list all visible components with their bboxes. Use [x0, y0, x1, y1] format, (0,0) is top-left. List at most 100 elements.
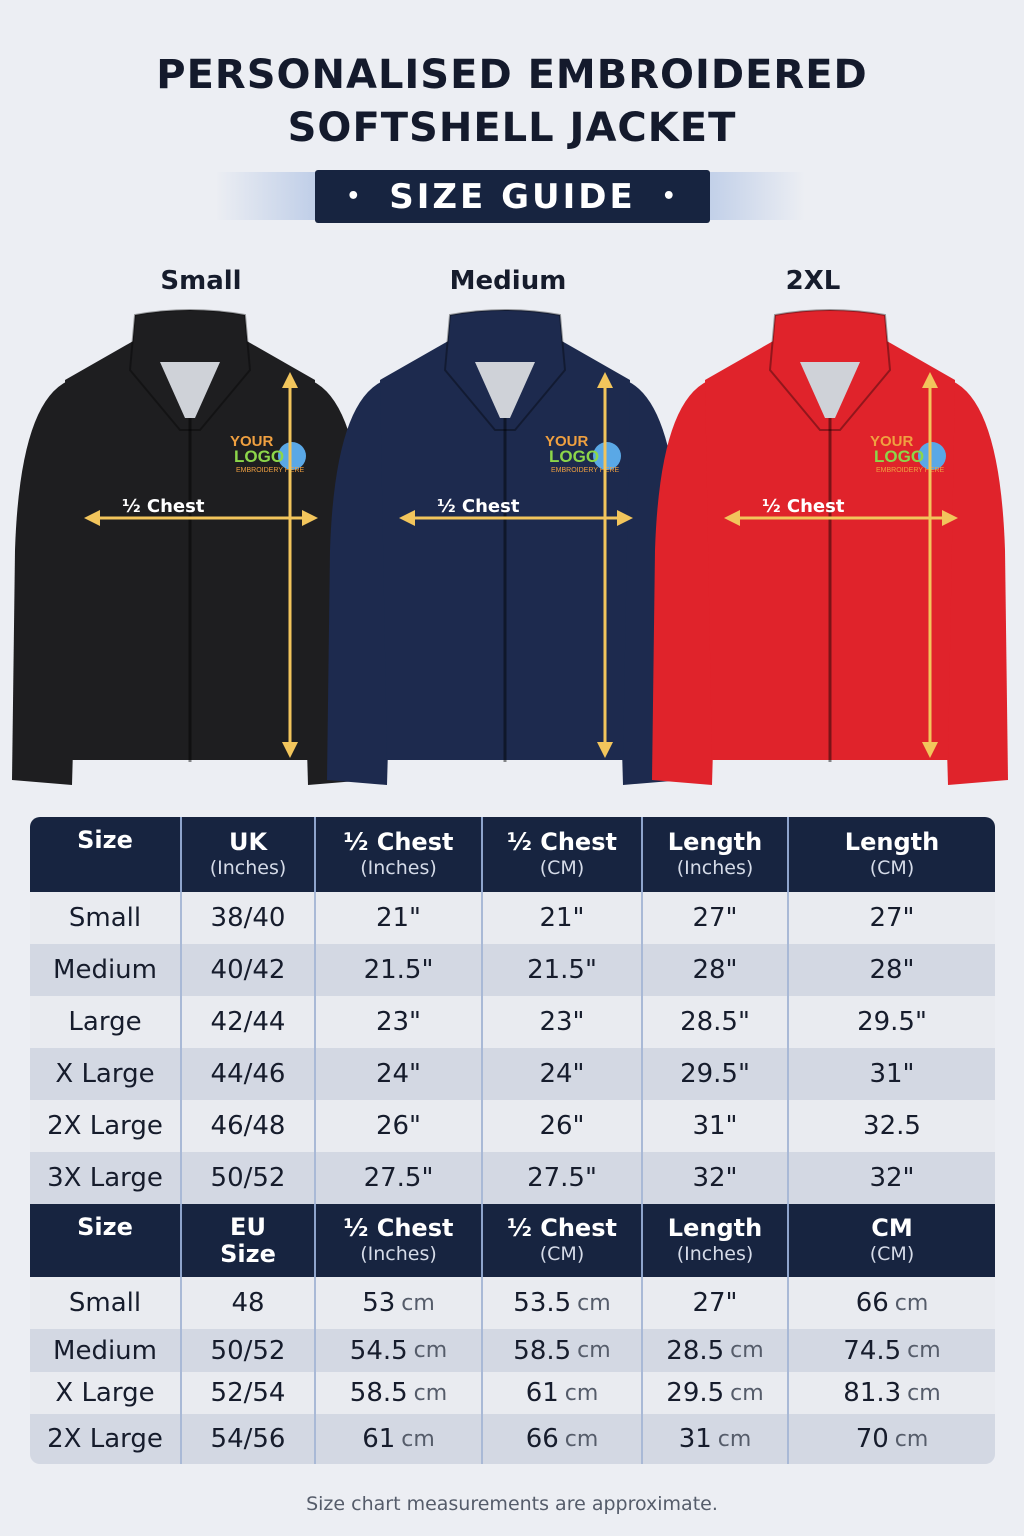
dot: • — [346, 184, 364, 209]
cell-value: 28.5 — [666, 1335, 725, 1366]
table-cell: 61 cm — [483, 1372, 643, 1414]
header-cell: CM (CM) — [789, 1204, 995, 1277]
table-cell: 50/52 — [182, 1329, 316, 1372]
table-cell: X Large — [30, 1372, 182, 1414]
table-cell: 38/40 — [182, 892, 316, 944]
header-cell: ½ Chest (CM) — [483, 1204, 643, 1277]
table-cell: 28.5 cm — [643, 1329, 789, 1372]
logo-logo: LOGO — [549, 447, 599, 466]
cell-value: 53 — [362, 1288, 396, 1318]
logo-your: YOUR — [230, 433, 274, 450]
logo-your: YOUR — [870, 433, 914, 450]
table-cell: Medium — [30, 944, 182, 996]
header-cell: Size — [30, 1204, 182, 1277]
cell-unit: cm — [730, 1380, 764, 1406]
header-cell: ½ Chest (Inches) — [316, 817, 483, 892]
table-cell: 27.5" — [483, 1152, 643, 1204]
table-cell: 31" — [643, 1100, 789, 1152]
header-main: ½ Chest — [507, 1214, 617, 1242]
table-header-row: Size EU Size ½ Chest (Inches) ½ Chest (CM) Leng… — [30, 1204, 995, 1277]
header-main: CM — [871, 1214, 913, 1242]
cell-value: 58.5 — [513, 1335, 572, 1366]
table-cell: 24" — [483, 1048, 643, 1100]
logo-circle — [278, 442, 306, 470]
header-main: ½ Chest — [343, 828, 454, 856]
table-cell: 28" — [869, 955, 915, 985]
jacket-body — [705, 340, 955, 760]
table-cell: 58.5 cm — [316, 1372, 483, 1414]
cell-value: 50/52 — [210, 1335, 286, 1366]
cell-unit: cm — [577, 1338, 611, 1363]
cell-value: 54/56 — [210, 1424, 286, 1454]
table-cell: 32.5 — [863, 1111, 921, 1141]
table-cell: 29.5" — [643, 1048, 789, 1100]
footer-note: Size chart measurements are approximate. — [306, 1493, 718, 1515]
cell-value: 81.3 — [843, 1378, 902, 1408]
table-cell: Medium — [30, 1329, 182, 1372]
title-line-2: SOFTSHELL JACKET — [287, 105, 737, 151]
table-cell: 74.5 cm — [789, 1329, 995, 1372]
table-cell: 21.5" — [483, 944, 643, 996]
table-cell: 21" — [483, 892, 643, 944]
cell-unit: cm — [894, 1426, 929, 1452]
sleeve-right — [940, 380, 1008, 785]
logo-logo: LOGO — [234, 447, 284, 466]
size-guide-banner: • SIZE GUIDE • — [315, 170, 710, 223]
cell-value: 31 — [678, 1424, 712, 1454]
header-main: ½ Chest — [507, 828, 617, 856]
table-cell: 2X Large — [30, 1414, 182, 1464]
logo-logo: LOGO — [874, 447, 924, 466]
table-cell: 54/56 — [182, 1414, 316, 1464]
cell-value: 70 — [855, 1424, 889, 1454]
cell-value: 58.5 — [349, 1378, 408, 1408]
table-row: Medium 50/52 54.5 cm 58.5 cm 28.5 cm 74.5 cm — [30, 1329, 995, 1372]
jacket-body — [380, 340, 630, 760]
header-cell: Length (Inches) — [643, 817, 789, 892]
cell-unit: cm — [730, 1338, 764, 1363]
header-sub: (CM) — [869, 857, 915, 879]
table-row: 2X Large 54/56 61 cm 66 cm 31 cm 70 cm — [30, 1414, 995, 1464]
table-cell: 31" — [869, 1059, 915, 1089]
header-cell: Length (CM) — [789, 817, 995, 892]
table-cell: 54.5 cm — [316, 1329, 483, 1372]
title-line-1: PERSONALISED EMBROIDERED — [156, 52, 868, 98]
header-sub: Size — [220, 1239, 276, 1268]
table-cell: 26" — [316, 1100, 483, 1152]
sleeve-left — [327, 380, 395, 785]
table-cell: 44/46 — [182, 1048, 316, 1100]
header-sub: (Inches) — [676, 1243, 754, 1265]
table-cell: 2X Large — [30, 1100, 182, 1152]
jacket-label-medium: Medium — [449, 266, 567, 296]
chest-label: ½ Chest — [762, 496, 845, 517]
logo-sub: EMBROIDERY HERE — [876, 467, 945, 474]
header-cell: Size — [30, 817, 182, 892]
cell-value: 53.5 — [513, 1288, 572, 1318]
cell-unit: cm — [413, 1338, 448, 1363]
header-main: Size — [77, 826, 133, 854]
header-cell: EU Size — [182, 1204, 316, 1277]
table-cell: 23" — [483, 996, 643, 1048]
table-cell: 27" — [869, 903, 915, 933]
table-row: 2X Large 46/48 26" 26" 31" 32.5 — [30, 1100, 995, 1152]
jacket-body — [65, 340, 315, 760]
cell-unit: cm — [564, 1426, 599, 1452]
table-cell: 46/48 — [182, 1100, 316, 1152]
table-cell: 24" — [316, 1048, 483, 1100]
table-cell: 50/52 — [182, 1152, 316, 1204]
table-cell: 26" — [483, 1100, 643, 1152]
table-cell: 27.5" — [316, 1152, 483, 1204]
banner-label: SIZE GUIDE — [389, 176, 636, 217]
size-table: Size UK (Inches) ½ Chest (Inches) ½ Chest (CM)… — [30, 817, 995, 1464]
cell-unit: cm — [564, 1380, 599, 1406]
table-row: Small 38/40 21" 21" 27" 27" — [30, 892, 995, 944]
logo-your: YOUR — [545, 433, 589, 450]
inner-shirt — [800, 362, 860, 418]
table-cell: 52/54 — [182, 1372, 316, 1414]
table-cell: Large — [30, 996, 182, 1048]
sleeve-left — [12, 380, 80, 785]
cell-unit: cm — [401, 1290, 435, 1316]
table-cell: 58.5 cm — [483, 1329, 643, 1372]
jacket-label-2xl: 2XL — [785, 266, 841, 296]
